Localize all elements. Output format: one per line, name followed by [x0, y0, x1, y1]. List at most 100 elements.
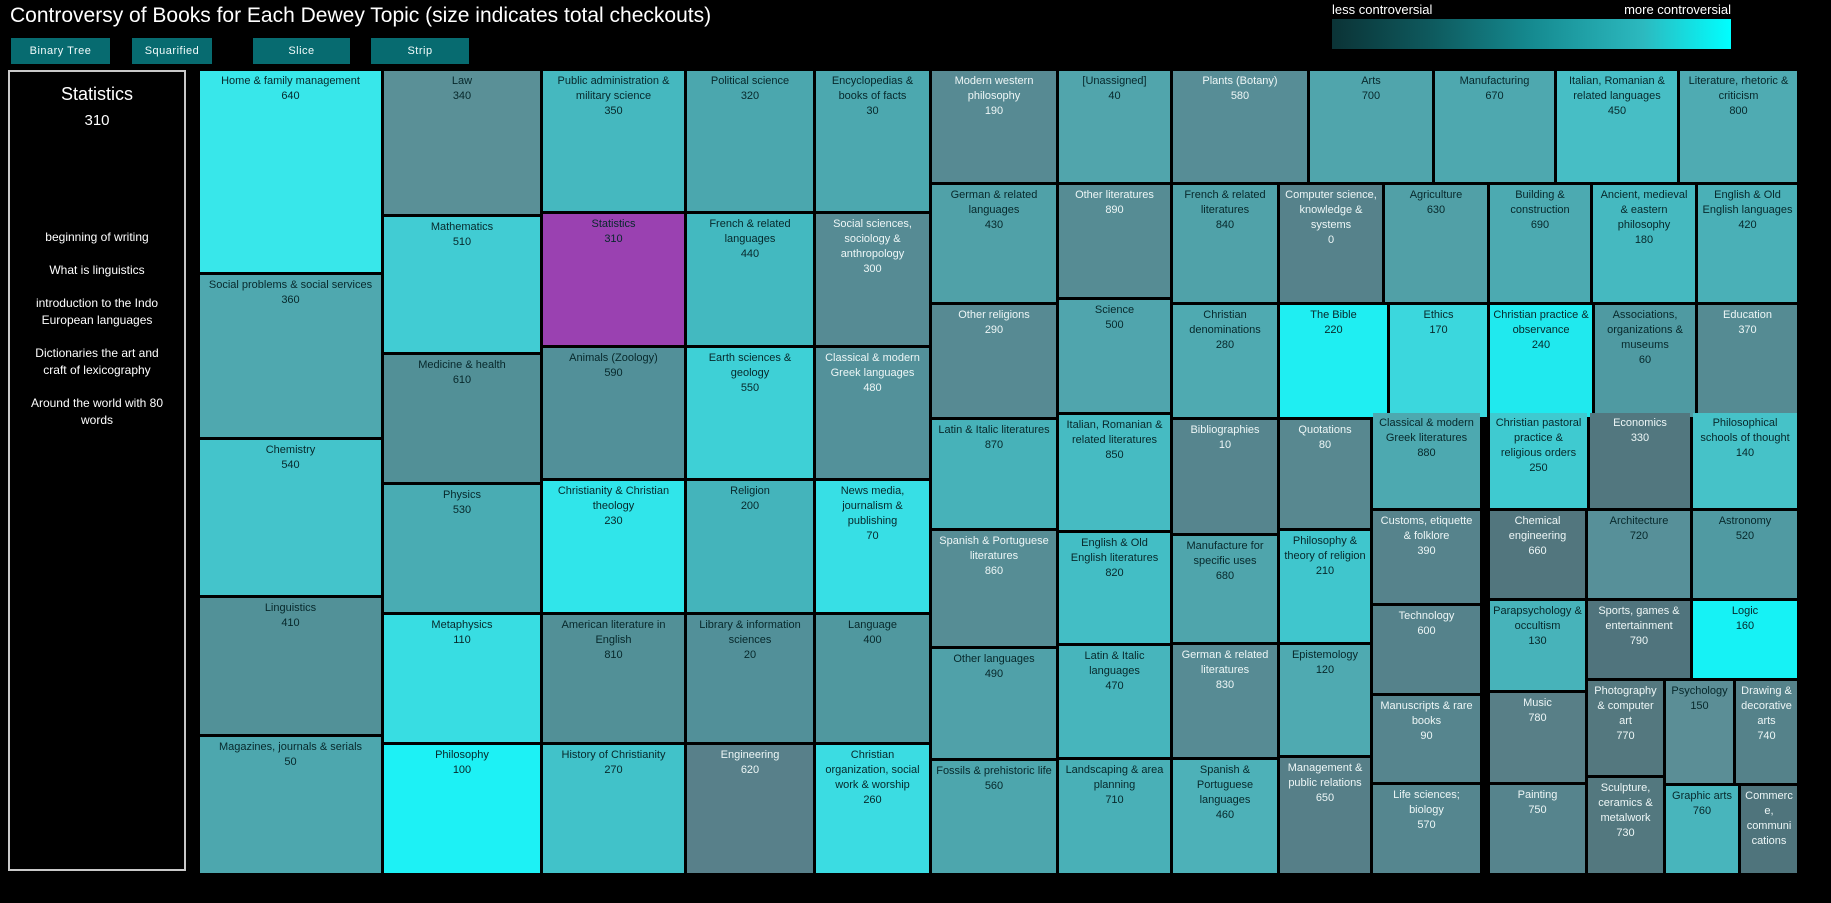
layout-button-slice[interactable]: Slice [253, 38, 350, 64]
treemap-cell[interactable]: German & related literatures 830 [1173, 645, 1277, 757]
treemap-cell[interactable]: Architecture 720 [1588, 511, 1690, 598]
layout-button-strip[interactable]: Strip [371, 38, 469, 64]
treemap-cell[interactable]: Agriculture 630 [1385, 185, 1487, 302]
treemap-cell[interactable]: Latin & Italic languages 470 [1059, 646, 1170, 757]
treemap-cell[interactable]: Christian practice & observance 240 [1490, 305, 1592, 417]
treemap-cell[interactable]: Associations, organizations & museums 60 [1595, 305, 1695, 417]
treemap-cell[interactable]: Epistemology 120 [1280, 645, 1370, 755]
treemap-cell[interactable]: Management & public relations 650 [1280, 758, 1370, 873]
cell-label: News media, journalism & publishing [840, 485, 905, 527]
cell-label: Economics [1613, 417, 1667, 429]
treemap-cell[interactable]: Social problems & social services 360 [200, 275, 381, 437]
cell-label: Italian, Romanian & related literatures [1066, 419, 1163, 446]
treemap-cell[interactable]: Animals (Zoology) 590 [543, 348, 684, 478]
treemap-cell[interactable]: Classical & modern Greek languages 480 [816, 348, 929, 478]
treemap-cell[interactable]: American literature in English 810 [543, 615, 684, 742]
treemap-cell[interactable]: Manufacturing 670 [1435, 71, 1554, 182]
cell-label: Philosophical schools of thought [1700, 417, 1790, 444]
treemap-cell[interactable]: Language 400 [816, 615, 929, 742]
treemap-cell[interactable]: Manuscripts & rare books 90 [1373, 696, 1480, 782]
treemap-cell[interactable]: Law 340 [384, 71, 540, 214]
treemap-cell[interactable]: Parapsychology & occultism 130 [1490, 601, 1585, 690]
treemap-cell[interactable]: Political science 320 [687, 71, 813, 211]
treemap-cell[interactable]: Literature, rhetoric & criticism 800 [1680, 71, 1797, 182]
treemap-cell[interactable]: Spanish & Portuguese literatures 860 [932, 531, 1056, 646]
treemap-cell[interactable]: Commerce, communications [1741, 786, 1797, 873]
treemap-cell[interactable]: Philosophy 100 [384, 745, 540, 873]
treemap-cell[interactable]: Medicine & health 610 [384, 355, 540, 482]
treemap-cell[interactable]: Linguistics 410 [200, 598, 381, 734]
treemap-cell[interactable]: French & related literatures 840 [1173, 185, 1277, 302]
treemap-cell[interactable]: Photography & computer art 770 [1588, 681, 1663, 775]
treemap-cell[interactable]: Graphic arts 760 [1666, 786, 1738, 873]
treemap-cell[interactable]: Religion 200 [687, 481, 813, 612]
treemap-cell[interactable]: Philosophy & theory of religion 210 [1280, 531, 1370, 642]
treemap-cell[interactable]: Quotations 80 [1280, 420, 1370, 528]
treemap-cell[interactable]: Sculpture, ceramics & metalwork 730 [1588, 778, 1663, 873]
treemap-cell[interactable]: Other languages 490 [932, 649, 1056, 758]
treemap-cell[interactable]: Building & construction 690 [1490, 185, 1590, 302]
treemap-cell[interactable]: Chemistry 540 [200, 440, 381, 595]
book-list: beginning of writing What is linguistics i… [10, 229, 184, 429]
treemap-cell[interactable]: Astronomy 520 [1693, 511, 1797, 598]
treemap-cell[interactable]: Engineering 620 [687, 745, 813, 873]
treemap-cell[interactable]: Bibliographies 10 [1173, 420, 1277, 533]
treemap-cell[interactable]: Ethics 170 [1390, 305, 1487, 417]
layout-button-binary-tree[interactable]: Binary Tree [11, 38, 110, 64]
treemap-cell[interactable]: French & related languages 440 [687, 214, 813, 345]
treemap-cell[interactable]: Physics 530 [384, 485, 540, 612]
treemap-cell[interactable]: The Bible 220 [1280, 305, 1387, 417]
treemap-cell[interactable]: Customs, etiquette & folklore 390 [1373, 511, 1480, 603]
treemap-cell[interactable]: Encyclopedias & books of facts 30 [816, 71, 929, 211]
treemap-cell[interactable]: Statistics 310 [543, 214, 684, 345]
treemap-cell[interactable]: Economics 330 [1590, 413, 1690, 508]
treemap-cell[interactable]: Sports, games & entertainment 790 [1588, 601, 1690, 678]
treemap-cell[interactable]: Italian, Romanian & related languages 450 [1557, 71, 1677, 182]
cell-value: 200 [740, 500, 760, 512]
treemap-cell[interactable]: Landscaping & area planning 710 [1059, 760, 1170, 873]
treemap-cell[interactable]: Chemical engineering 660 [1490, 511, 1585, 598]
treemap-cell[interactable]: Logic 160 [1693, 601, 1797, 678]
treemap-cell[interactable]: Christian organization, social work & wo… [816, 745, 929, 873]
treemap-cell[interactable]: Italian, Romanian & related literatures 8… [1059, 415, 1170, 530]
treemap-cell[interactable]: Life sciences; biology 570 [1373, 785, 1480, 873]
treemap-cell[interactable]: Technology 600 [1373, 606, 1480, 693]
treemap-cell[interactable]: Magazines, journals & serials 50 [200, 737, 381, 873]
treemap-cell[interactable]: Public administration & military science… [543, 71, 684, 211]
treemap-cell[interactable]: Ancient, medieval & eastern philosophy 18… [1593, 185, 1695, 302]
treemap-cell[interactable]: Computer science, knowledge & systems 0 [1280, 185, 1382, 302]
treemap-cell[interactable]: Arts 700 [1310, 71, 1432, 182]
treemap-cell[interactable]: Christian denominations 280 [1173, 305, 1277, 417]
treemap-cell[interactable]: Other religions 290 [932, 305, 1056, 417]
treemap-cell[interactable]: Christianity & Christian theology 230 [543, 481, 684, 612]
treemap-cell[interactable]: Metaphysics 110 [384, 615, 540, 742]
treemap-cell[interactable]: Spanish & Portuguese languages 460 [1173, 760, 1277, 873]
treemap-cell[interactable]: Christian pastoral practice & religious … [1490, 413, 1587, 508]
treemap-cell[interactable]: Social sciences, sociology & anthropolog… [816, 214, 929, 345]
treemap-cell[interactable]: Classical & modern Greek literatures 880 [1373, 413, 1480, 508]
treemap-cell[interactable]: Modern western philosophy 190 [932, 71, 1056, 182]
treemap-cell[interactable]: History of Christianity 270 [543, 745, 684, 873]
treemap-cell[interactable]: Music 780 [1490, 693, 1585, 782]
treemap-cell[interactable]: Philosophical schools of thought 140 [1693, 413, 1797, 508]
treemap-cell[interactable]: English & Old English languages 420 [1698, 185, 1797, 302]
treemap-cell[interactable]: Earth sciences & geology 550 [687, 348, 813, 478]
treemap-cell[interactable]: Drawing & decorative arts 740 [1736, 681, 1797, 783]
layout-button-squarified[interactable]: Squarified [132, 38, 212, 64]
treemap-cell[interactable]: Latin & Italic literatures 870 [932, 420, 1056, 528]
treemap-cell[interactable]: English & Old English literatures 820 [1059, 533, 1170, 643]
treemap-cell[interactable]: Manufacture for specific uses 680 [1173, 536, 1277, 642]
treemap-cell[interactable]: News media, journalism & publishing 70 [816, 481, 929, 612]
treemap-cell[interactable]: Mathematics 510 [384, 217, 540, 352]
treemap-cell[interactable]: Home & family management 640 [200, 71, 381, 272]
treemap-cell[interactable]: [Unassigned] 40 [1059, 71, 1170, 182]
treemap-cell[interactable]: Fossils & prehistoric life 560 [932, 761, 1056, 873]
treemap-cell[interactable]: Science 500 [1059, 300, 1170, 412]
treemap-cell[interactable]: Psychology 150 [1666, 681, 1733, 783]
treemap-cell[interactable]: Plants (Botany) 580 [1173, 71, 1307, 182]
treemap-cell[interactable]: Other literatures 890 [1059, 185, 1170, 297]
treemap-cell[interactable]: Education 370 [1698, 305, 1797, 417]
treemap-cell[interactable]: Painting 750 [1490, 785, 1585, 873]
treemap-cell[interactable]: German & related languages 430 [932, 185, 1056, 302]
treemap-cell[interactable]: Library & information sciences 20 [687, 615, 813, 742]
